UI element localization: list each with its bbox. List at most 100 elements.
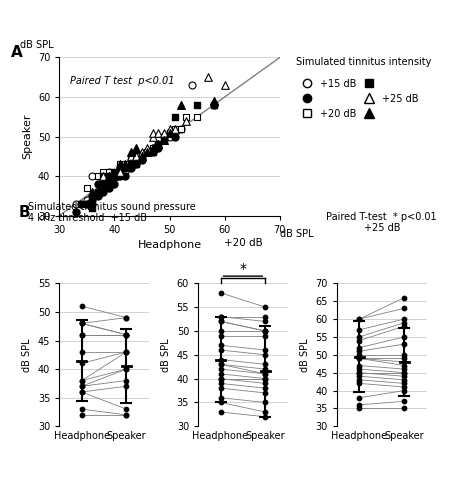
Point bbox=[83, 200, 91, 207]
Point bbox=[155, 141, 162, 148]
Point bbox=[123, 376, 130, 384]
Point bbox=[356, 405, 363, 412]
Point bbox=[356, 347, 363, 355]
Point bbox=[356, 369, 363, 376]
Point bbox=[401, 319, 408, 327]
Point bbox=[356, 344, 363, 352]
Point bbox=[78, 331, 85, 339]
Point bbox=[78, 319, 85, 327]
Point bbox=[217, 370, 224, 378]
Point bbox=[401, 373, 408, 380]
Point bbox=[83, 184, 91, 192]
Point bbox=[110, 172, 118, 180]
Point bbox=[127, 148, 135, 156]
Point bbox=[262, 370, 269, 378]
Point bbox=[401, 333, 408, 341]
Point bbox=[356, 401, 363, 409]
Point bbox=[155, 141, 162, 148]
Point bbox=[210, 101, 218, 109]
Point bbox=[72, 200, 80, 207]
Point bbox=[401, 315, 408, 323]
Point bbox=[133, 160, 140, 168]
Point bbox=[401, 351, 408, 359]
Point bbox=[78, 388, 85, 396]
Point bbox=[217, 313, 224, 320]
Point bbox=[217, 342, 224, 349]
Point bbox=[262, 313, 269, 320]
X-axis label: Headphone: Headphone bbox=[137, 240, 201, 250]
Point bbox=[217, 408, 224, 416]
Point bbox=[123, 314, 130, 321]
Point bbox=[105, 180, 113, 188]
Point bbox=[262, 365, 269, 373]
Point bbox=[127, 160, 135, 168]
Point bbox=[356, 315, 363, 323]
Point bbox=[149, 145, 157, 152]
Text: +20 dB: +20 dB bbox=[224, 238, 262, 248]
Point bbox=[217, 332, 224, 340]
Point bbox=[262, 375, 269, 382]
Text: B: B bbox=[19, 205, 30, 220]
Point bbox=[401, 376, 408, 384]
Point bbox=[78, 348, 85, 356]
Point bbox=[356, 326, 363, 333]
Point bbox=[78, 376, 85, 384]
Point bbox=[123, 411, 130, 419]
Point bbox=[78, 319, 85, 327]
Point bbox=[123, 411, 130, 419]
Point bbox=[401, 358, 408, 366]
Y-axis label: dB SPL: dB SPL bbox=[22, 338, 32, 372]
Point bbox=[78, 382, 85, 390]
Point bbox=[149, 148, 157, 156]
Point bbox=[72, 208, 80, 216]
Point bbox=[133, 152, 140, 160]
Point bbox=[123, 314, 130, 321]
Point bbox=[217, 379, 224, 387]
Point bbox=[401, 294, 408, 301]
Text: Paired T-test  * p<0.01
+25 dB: Paired T-test * p<0.01 +25 dB bbox=[327, 212, 437, 233]
Point bbox=[123, 365, 130, 373]
Point bbox=[78, 319, 85, 327]
Point bbox=[217, 318, 224, 325]
Point bbox=[123, 331, 130, 339]
Point bbox=[401, 354, 408, 362]
Point bbox=[144, 148, 151, 156]
Point bbox=[356, 376, 363, 384]
Point bbox=[160, 137, 168, 144]
Point bbox=[138, 152, 146, 160]
Point bbox=[116, 160, 124, 168]
Point bbox=[78, 302, 85, 310]
Point bbox=[171, 125, 179, 133]
Point bbox=[160, 133, 168, 140]
Point bbox=[356, 354, 363, 362]
Point bbox=[89, 188, 96, 195]
Point bbox=[149, 145, 157, 152]
Point bbox=[155, 137, 162, 144]
Point bbox=[177, 125, 184, 133]
Point bbox=[217, 289, 224, 297]
Point bbox=[116, 168, 124, 176]
Point bbox=[160, 137, 168, 144]
Point bbox=[171, 129, 179, 137]
Point bbox=[116, 168, 124, 176]
Point bbox=[217, 394, 224, 401]
Point bbox=[401, 398, 408, 405]
Y-axis label: dB SPL: dB SPL bbox=[300, 338, 310, 372]
Point bbox=[78, 411, 85, 419]
Point bbox=[262, 332, 269, 340]
Point bbox=[155, 141, 162, 148]
Point bbox=[356, 354, 363, 362]
Point bbox=[122, 160, 129, 168]
Point bbox=[110, 172, 118, 180]
Point bbox=[127, 160, 135, 168]
Point bbox=[110, 168, 118, 176]
Point bbox=[133, 152, 140, 160]
Text: Paired T test  p<0.01: Paired T test p<0.01 bbox=[70, 77, 175, 86]
Point bbox=[356, 394, 363, 401]
Point bbox=[193, 101, 201, 109]
Point bbox=[144, 148, 151, 156]
Point bbox=[217, 327, 224, 335]
Point bbox=[401, 369, 408, 376]
Text: *: * bbox=[239, 262, 246, 276]
Point bbox=[138, 152, 146, 160]
